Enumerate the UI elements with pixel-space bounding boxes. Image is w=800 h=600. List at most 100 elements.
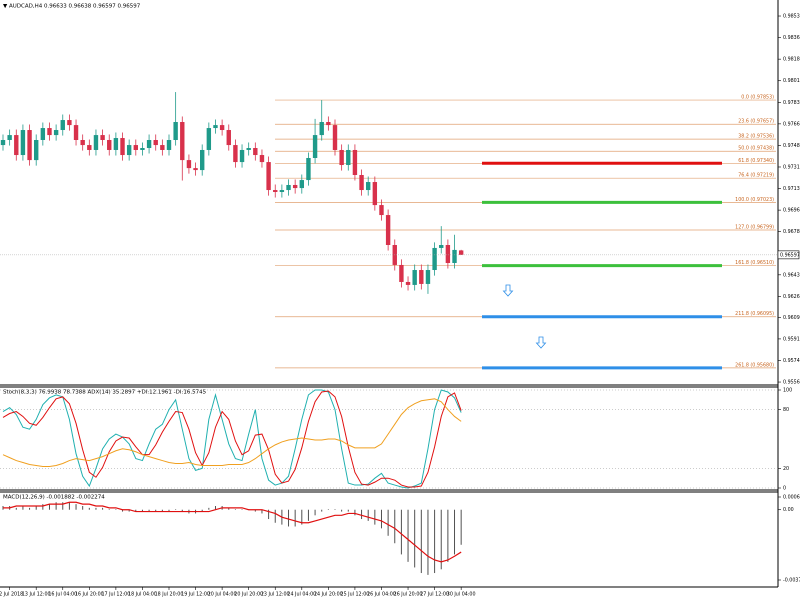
fib-label: 161.8 (0.96510) [735, 260, 774, 266]
x-tick-label: 12 Jul 2018 [0, 592, 23, 598]
candle-body [412, 270, 417, 285]
candle-body [432, 247, 437, 271]
indicator-line [2, 390, 462, 488]
fib-label: 0.0 (0.97853) [741, 95, 774, 101]
y-tick-label: 0 [783, 486, 786, 492]
fib-label: 127.0 (0.96799) [735, 224, 774, 230]
fib-label: 23.6 (0.97657) [738, 119, 774, 125]
candle-body [332, 125, 338, 150]
candle-body [34, 140, 39, 161]
y-tick-label: 0.97135 [783, 186, 800, 192]
fib-label: 50.0 (0.97438) [738, 146, 774, 152]
fib-label: 261.8 (0.95680) [735, 362, 774, 368]
candle-body [458, 250, 464, 255]
x-tick-label: 26 Jul 04:00 [367, 592, 396, 598]
candle-body [273, 190, 278, 193]
candle-body [286, 184, 291, 191]
candle-body [319, 122, 324, 136]
fib-label: 76.4 (0.97219) [738, 173, 774, 179]
fib-label: 61.8 (0.97340) [738, 158, 774, 164]
candle-body [326, 122, 331, 126]
candle-body [306, 157, 311, 181]
candle-body [279, 190, 285, 193]
candle-body [259, 155, 265, 163]
x-tick-label: 24 Jul 04:00 [287, 592, 316, 598]
x-tick-label: 18 Jul 04:00 [128, 592, 157, 598]
candle-body [452, 249, 457, 263]
x-tick-label: 23 Jul 12:00 [261, 592, 290, 598]
y-tick-label: -0.003774 [783, 578, 800, 584]
candle-body [193, 168, 198, 171]
y-tick-label: 0.97835 [783, 100, 800, 106]
y-tick-label: 0.95915 [783, 336, 800, 342]
candle-body [47, 128, 52, 136]
candle-body [246, 148, 251, 150]
down-arrow [535, 336, 547, 349]
candle-body [80, 140, 85, 146]
candle-body [146, 140, 152, 149]
candle-body [140, 148, 145, 150]
candle-body [93, 135, 99, 150]
macd-title: MACD(12,26,9) -0.001882 -0.002274 [3, 495, 105, 501]
candle-body [126, 145, 132, 156]
candle-body [200, 149, 205, 171]
candle-body [120, 138, 125, 156]
last-price-box [777, 250, 800, 260]
y-tick-label: 100 [783, 388, 792, 394]
candle-body [213, 125, 218, 129]
y-tick-label: 0.96785 [783, 229, 800, 235]
y-tick-label: 80 [783, 407, 789, 413]
last-price-label: 0.96597 [780, 252, 800, 258]
down-arrow [502, 284, 514, 297]
indicator-line [2, 398, 462, 467]
candle-body [73, 125, 79, 140]
candle-body [107, 140, 112, 150]
x-tick-label: 17 Jul 12:00 [101, 592, 130, 598]
candle-body [67, 120, 72, 126]
candle-body [253, 148, 258, 156]
candle-body [299, 180, 304, 189]
y-tick-label: 20 [783, 466, 789, 472]
candle-body [173, 122, 178, 140]
x-tick-label: 13 Jul 12:00 [22, 592, 51, 598]
x-tick-label: 26 Jul 20:00 [394, 592, 423, 598]
y-tick-label: 0.000683 [783, 495, 800, 501]
candle-body [40, 128, 46, 140]
candle-body [312, 135, 318, 158]
candle-body [346, 149, 351, 166]
candle-body [445, 245, 451, 263]
y-tick-label: 0.95565 [783, 380, 800, 386]
candle-body [266, 162, 271, 191]
x-tick-label: 18 Jul 20:00 [155, 592, 184, 598]
candle-body [60, 120, 65, 131]
candle-body [113, 138, 119, 150]
candle-body [153, 140, 158, 146]
candle-body [133, 145, 138, 150]
candle-body [339, 149, 344, 166]
x-tick-label: 20 Jul 04:00 [208, 592, 237, 598]
candle-body [27, 130, 32, 161]
candle-body [239, 149, 245, 163]
y-tick-label: 0.97485 [783, 143, 800, 149]
candle-body [186, 160, 192, 169]
candle-body [405, 281, 411, 285]
y-tick-label: 0.98535 [783, 14, 800, 20]
candle-body [292, 184, 298, 189]
candle-body [206, 128, 212, 150]
candle-body [425, 270, 431, 284]
candle-body [87, 145, 92, 150]
x-tick-label: 19 Jul 12:00 [181, 592, 210, 598]
candle-body [379, 205, 384, 216]
x-tick-label: 27 Jul 12:00 [420, 592, 449, 598]
candle-body [100, 135, 105, 140]
x-tick-label: 16 Jul 20:00 [75, 592, 104, 598]
